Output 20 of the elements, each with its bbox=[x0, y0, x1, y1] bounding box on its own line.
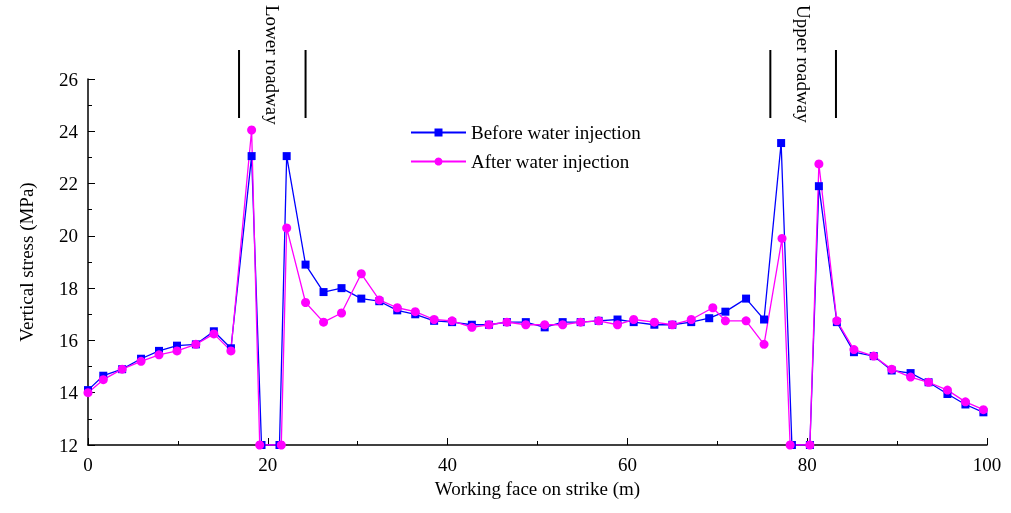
y-tick-label: 14 bbox=[59, 382, 79, 404]
x-tick-label: 60 bbox=[617, 454, 637, 475]
y-tick-label: 20 bbox=[59, 225, 78, 247]
x-axis-title: Working face on strike (m) bbox=[434, 477, 641, 500]
x-tick-label: 20 bbox=[258, 454, 278, 475]
y-tick-label: 22 bbox=[59, 173, 78, 195]
x-tick-label: 40 bbox=[438, 454, 458, 475]
legend-label: After water injection bbox=[471, 151, 630, 172]
y-tick-label: 18 bbox=[59, 277, 78, 299]
x-tick-label: 80 bbox=[797, 454, 817, 475]
legend-label: Before water injection bbox=[471, 122, 642, 143]
annotation: Lower roadway bbox=[261, 5, 283, 126]
y-axis-title: Vertical stress (MPa) bbox=[16, 182, 38, 342]
y-tick-label: 12 bbox=[59, 434, 78, 456]
x-tick-label: 100 bbox=[972, 454, 1002, 475]
y-tick-label: 16 bbox=[59, 329, 78, 351]
y-tick-label: 24 bbox=[59, 120, 79, 142]
y-tick-label: 26 bbox=[59, 68, 78, 90]
x-tick-label: 0 bbox=[83, 454, 93, 475]
annotation: Upper roadway bbox=[792, 5, 814, 124]
